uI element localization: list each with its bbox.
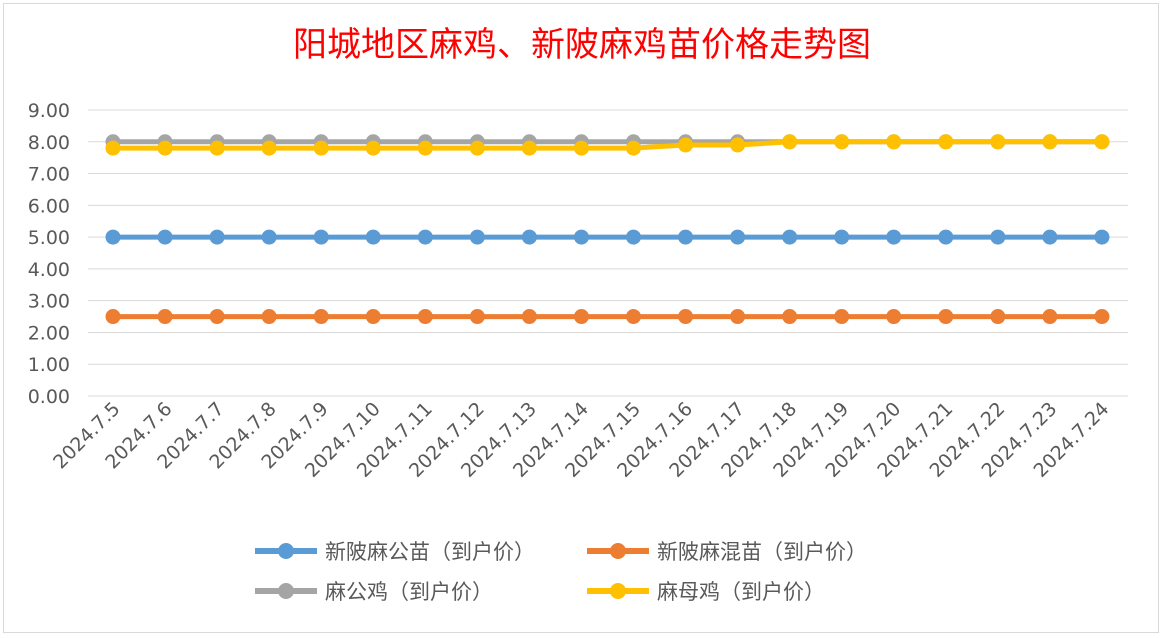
data-point bbox=[209, 140, 225, 156]
legend-item-series-2: 麻公鸡（到户价） bbox=[255, 576, 587, 606]
data-point bbox=[730, 137, 746, 153]
legend-marker-icon bbox=[587, 536, 649, 566]
data-point bbox=[938, 134, 954, 150]
data-point bbox=[1042, 134, 1058, 150]
data-point bbox=[469, 229, 485, 245]
legend-item-series-3: 麻母鸡（到户价） bbox=[587, 576, 917, 606]
data-point bbox=[834, 134, 850, 150]
data-point bbox=[105, 140, 121, 156]
legend-item-series-0: 新陂麻公苗（到户价） bbox=[255, 536, 587, 566]
data-point bbox=[313, 229, 329, 245]
data-point bbox=[417, 140, 433, 156]
data-point bbox=[417, 229, 433, 245]
y-tick-label: 5.00 bbox=[28, 227, 70, 249]
y-tick-label: 7.00 bbox=[28, 164, 70, 186]
data-point bbox=[1094, 134, 1110, 150]
data-point bbox=[157, 309, 173, 325]
legend-label: 麻公鸡（到户价） bbox=[325, 580, 493, 604]
chart-title: 阳城地区麻鸡、新陂麻鸡苗价格走势图 bbox=[293, 25, 871, 65]
data-point bbox=[678, 137, 694, 153]
legend-marker-icon bbox=[587, 576, 649, 606]
data-point bbox=[261, 229, 277, 245]
series-1 bbox=[105, 309, 1110, 325]
data-point bbox=[521, 309, 537, 325]
y-tick-label: 4.00 bbox=[28, 259, 70, 281]
series-0 bbox=[105, 229, 1110, 245]
data-point bbox=[105, 309, 121, 325]
data-point bbox=[886, 309, 902, 325]
data-point bbox=[209, 229, 225, 245]
legend-label: 麻母鸡（到户价） bbox=[657, 580, 825, 604]
legend-marker-icon bbox=[255, 576, 317, 606]
y-tick-label: 3.00 bbox=[28, 291, 70, 313]
data-point bbox=[678, 229, 694, 245]
data-point bbox=[1042, 229, 1058, 245]
legend-item-series-1: 新陂麻混苗（到户价） bbox=[587, 536, 917, 566]
series-3 bbox=[105, 134, 1110, 156]
data-point bbox=[521, 140, 537, 156]
data-point bbox=[782, 309, 798, 325]
data-point bbox=[626, 140, 641, 156]
data-point bbox=[834, 309, 850, 325]
y-tick-label: 0.00 bbox=[28, 386, 70, 408]
data-point bbox=[1042, 309, 1058, 325]
gridlines bbox=[88, 109, 1128, 397]
data-point bbox=[886, 134, 902, 150]
data-point bbox=[469, 309, 485, 325]
data-point bbox=[626, 309, 641, 325]
series-lines bbox=[105, 134, 1110, 325]
data-point bbox=[573, 309, 589, 325]
legend-label: 新陂麻混苗（到户价） bbox=[657, 540, 867, 564]
data-point bbox=[626, 229, 641, 245]
y-axis-ticks: 0.00 1.00 2.00 3.00 4.00 5.00 6.00 7.00 8.00 9.00 bbox=[28, 100, 70, 408]
data-point bbox=[365, 140, 381, 156]
data-point bbox=[573, 140, 589, 156]
data-point bbox=[261, 309, 277, 325]
data-point bbox=[834, 229, 850, 245]
data-point bbox=[573, 229, 589, 245]
data-point bbox=[938, 309, 954, 325]
y-tick-label: 9.00 bbox=[28, 100, 70, 122]
data-point bbox=[313, 309, 329, 325]
y-tick-label: 8.00 bbox=[28, 132, 70, 154]
legend: 新陂麻公苗（到户价） 新陂麻混苗（到户价） 麻公鸡（到户价） 麻母鸡（到户价） bbox=[255, 536, 955, 606]
data-point bbox=[209, 309, 225, 325]
data-point bbox=[782, 229, 798, 245]
data-point bbox=[469, 140, 485, 156]
data-point bbox=[990, 229, 1006, 245]
data-point bbox=[990, 309, 1006, 325]
data-point bbox=[417, 309, 433, 325]
data-point bbox=[261, 140, 277, 156]
data-point bbox=[105, 229, 121, 245]
data-point bbox=[365, 229, 381, 245]
data-point bbox=[521, 229, 537, 245]
data-point bbox=[157, 229, 173, 245]
data-point bbox=[365, 309, 381, 325]
legend-marker-icon bbox=[255, 536, 317, 566]
data-point bbox=[1094, 309, 1110, 325]
data-point bbox=[730, 229, 746, 245]
y-tick-label: 2.00 bbox=[28, 322, 70, 344]
x-axis-ticks: 2024.7.52024.7.62024.7.72024.7.82024.7.9… bbox=[49, 398, 1113, 482]
series-line bbox=[110, 139, 1105, 151]
data-point bbox=[730, 309, 746, 325]
legend-label: 新陂麻公苗（到户价） bbox=[325, 540, 535, 564]
data-point bbox=[313, 140, 329, 156]
data-point bbox=[938, 229, 954, 245]
y-tick-label: 6.00 bbox=[28, 195, 70, 217]
data-point bbox=[678, 309, 694, 325]
data-point bbox=[886, 229, 902, 245]
data-point bbox=[157, 140, 173, 156]
data-point bbox=[782, 134, 798, 150]
data-point bbox=[990, 134, 1006, 150]
data-point bbox=[1094, 229, 1110, 245]
y-tick-label: 1.00 bbox=[28, 354, 70, 376]
